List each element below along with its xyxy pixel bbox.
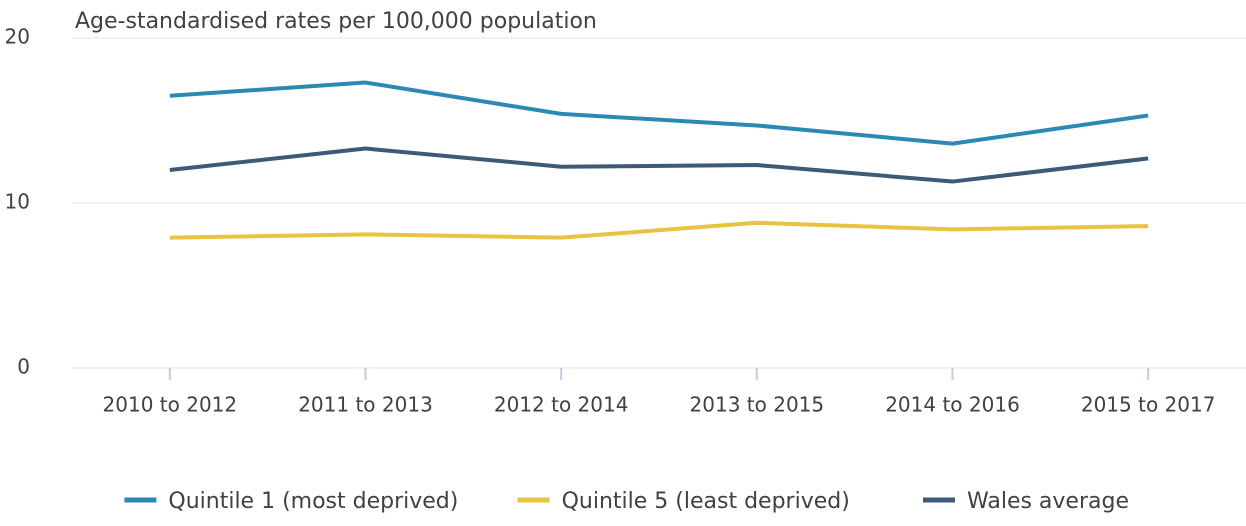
legend-label: Quintile 5 (least deprived) [562, 489, 850, 514]
y-tick-label: 0 [17, 355, 30, 379]
x-tick-label: 2015 to 2017 [1081, 393, 1216, 417]
series-line [169, 146, 1149, 184]
x-tick-label: 2012 to 2014 [494, 393, 629, 417]
y-tick-label: 20 [5, 25, 30, 49]
chart-title: Age-standardised rates per 100,000 popul… [75, 9, 597, 34]
x-tick-label: 2014 to 2016 [885, 393, 1020, 417]
x-tick-label: 2013 to 2015 [690, 393, 825, 417]
y-tick-label: 10 [5, 190, 30, 214]
x-tick-label: 2011 to 2013 [298, 393, 433, 417]
x-tick-label: 2010 to 2012 [103, 393, 238, 417]
series-line [169, 220, 1149, 240]
series-line [169, 80, 1149, 146]
legend-label: Quintile 1 (most deprived) [168, 489, 458, 514]
legend-label: Wales average [967, 489, 1129, 514]
